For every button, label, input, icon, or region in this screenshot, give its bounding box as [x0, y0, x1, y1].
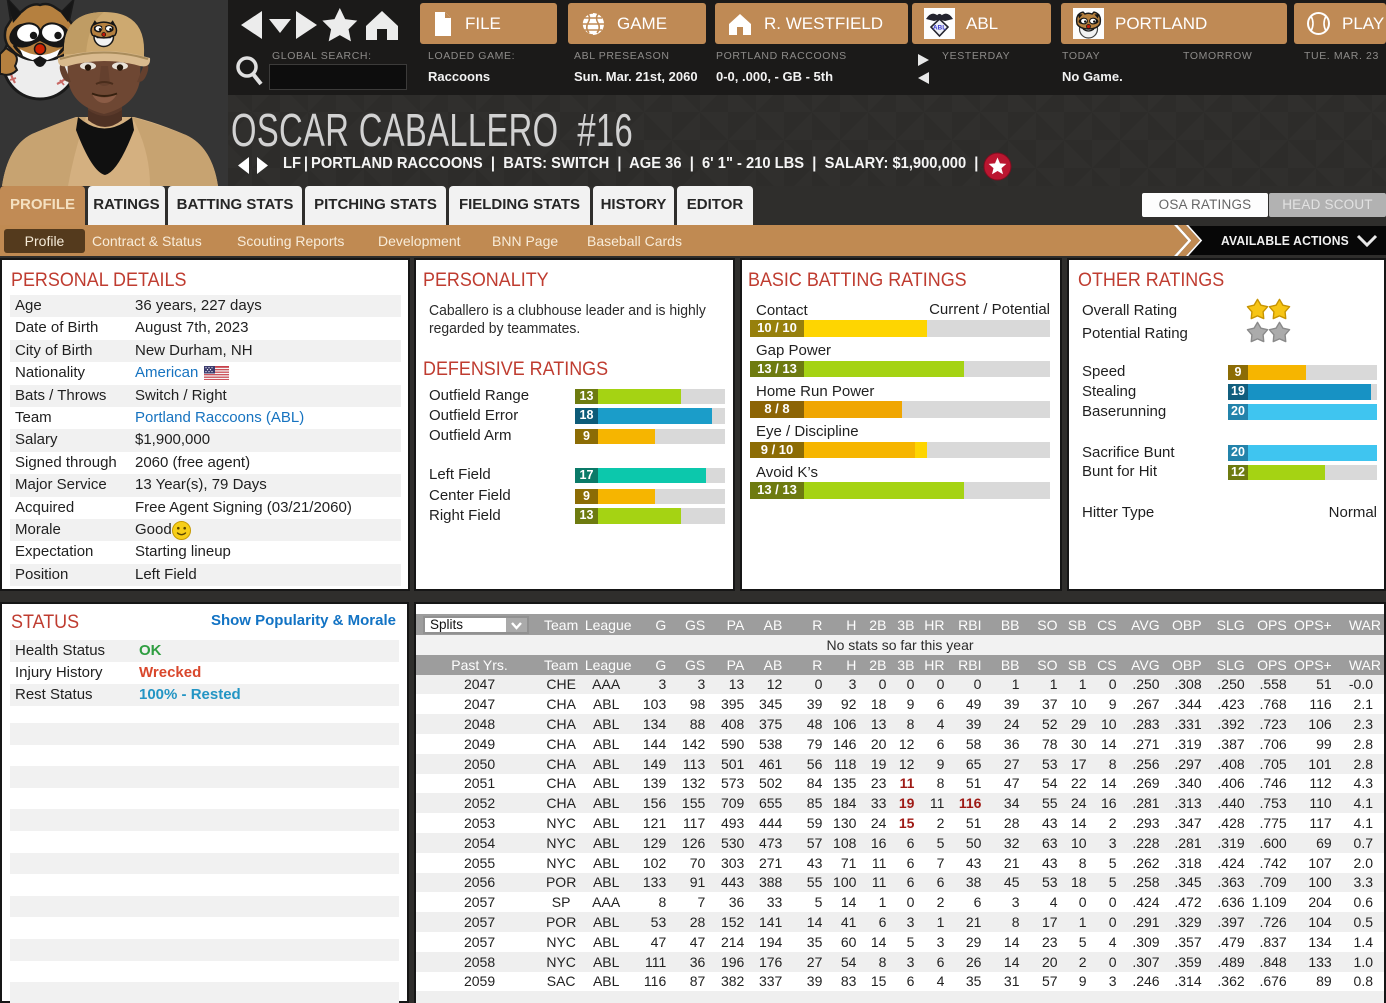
svg-text:ABL: ABL: [933, 25, 946, 32]
